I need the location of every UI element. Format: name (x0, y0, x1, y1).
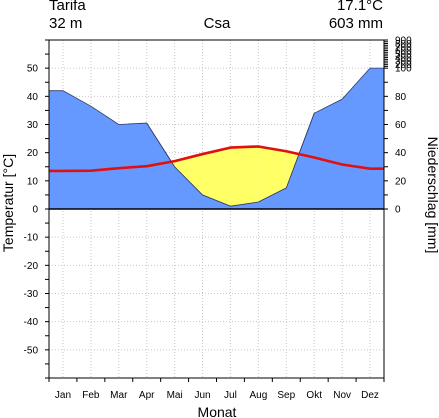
y-tick-label-right: 100 (395, 64, 412, 75)
y-tick-label-left: -50 (24, 345, 39, 356)
y-tick-label-left: 20 (27, 148, 39, 159)
y-tick-label-right: 20 (395, 176, 407, 187)
y-tick-label-right: 0 (395, 205, 401, 216)
y-axis-label-left: Temperatur [°C] (0, 154, 16, 252)
y-tick-label-left: 30 (27, 120, 39, 131)
y-tick-label-right: 40 (395, 148, 407, 159)
temperature-line (49, 145, 384, 173)
precipitation-edge (230, 201, 259, 207)
y-tick-label-right: 200 (395, 60, 412, 71)
x-tick-label: Jan (55, 390, 71, 401)
y-tick-label-right: 700 (395, 43, 412, 54)
temperature-series (49, 145, 384, 173)
y-tick-label-left: 0 (32, 205, 38, 216)
x-tick-label: Feb (82, 390, 100, 401)
precipitation-edge (146, 122, 175, 167)
tick-labels: -50-40-30-20-100102030405002040608010020… (24, 36, 413, 402)
y-tick-label-left: -20 (24, 261, 39, 272)
arid-segment (258, 146, 287, 202)
y-tick-label-right: 300 (395, 57, 412, 68)
x-axis-label: Monat (198, 404, 237, 418)
mean-temperature: 17.1°C (336, 0, 383, 14)
precipitation-edge (174, 166, 203, 196)
x-tick-label: Sep (277, 390, 295, 401)
y-tick-label-left: 40 (27, 92, 39, 103)
arid-segment (202, 147, 231, 207)
precipitation-edge (258, 187, 287, 203)
x-tick-label: Dez (361, 390, 379, 401)
x-tick-label: Jul (224, 390, 237, 401)
arid-segment (230, 146, 259, 207)
arid-period-area (146, 113, 315, 207)
axis-ticks (45, 39, 388, 382)
x-tick-label: Nov (333, 390, 351, 401)
precipitation-edge (202, 194, 231, 207)
y-tick-label-left: -30 (24, 289, 39, 300)
y-tick-label-left: -10 (24, 233, 39, 244)
station-elevation: 32 m (49, 15, 83, 32)
x-tick-label: Aug (249, 390, 267, 401)
y-tick-label-right: 600 (395, 46, 412, 57)
y-tick-label-right: 60 (395, 120, 407, 131)
annual-precipitation: 603 mm (328, 15, 383, 32)
y-tick-label-right: 900 (395, 36, 412, 47)
y-axis-label-right: Niederschlag [mm] (425, 137, 439, 254)
precipitation-edge (285, 113, 315, 189)
x-tick-label: Apr (139, 390, 155, 401)
y-tick-label-right: 800 (395, 39, 412, 50)
y-tick-label-left: 10 (27, 176, 39, 187)
y-tick-label-left: -40 (24, 317, 39, 328)
x-tick-label: Okt (306, 390, 322, 401)
y-tick-label-right: 500 (395, 50, 412, 61)
y-tick-label-right: 400 (395, 53, 412, 64)
arid-segment (174, 154, 203, 195)
x-tick-label: Jun (194, 390, 210, 401)
x-tick-label: Mai (167, 390, 183, 401)
y-tick-label-left: 50 (27, 64, 39, 75)
station-name: Tarifa (49, 0, 86, 14)
x-tick-label: Mar (110, 390, 128, 401)
y-tick-label-right: 80 (395, 92, 407, 103)
